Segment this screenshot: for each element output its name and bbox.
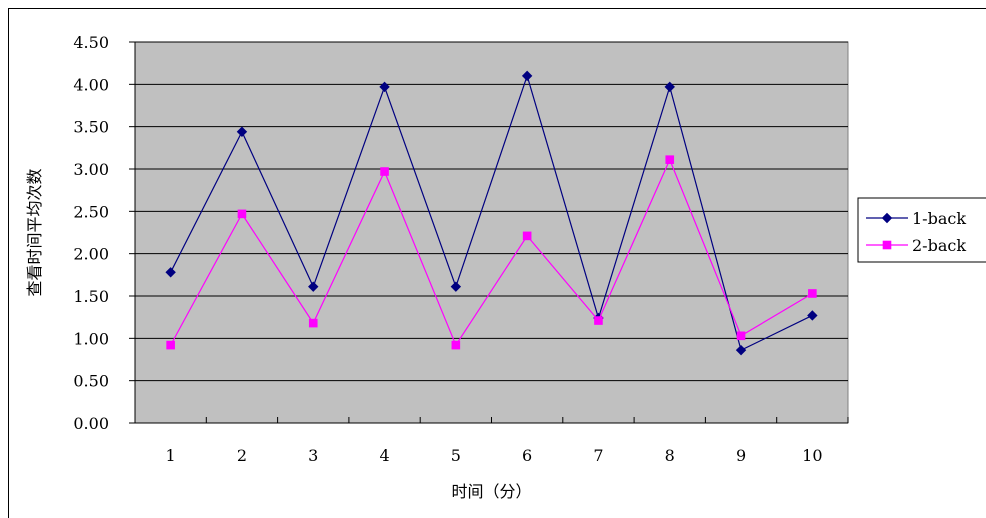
square-marker xyxy=(808,289,817,298)
series-line xyxy=(170,73,813,352)
series-2-back xyxy=(166,155,817,350)
diamond-marker xyxy=(807,310,818,321)
diamond-marker xyxy=(308,281,319,292)
x-axis-title: 时间（分） xyxy=(451,482,531,501)
legend-label: 1-back xyxy=(912,209,966,228)
y-tick-label: 1.50 xyxy=(73,287,109,306)
chart-frame xyxy=(8,8,986,518)
x-tick-label: 7 xyxy=(593,446,603,465)
series-line xyxy=(170,158,813,347)
square-marker xyxy=(736,331,746,341)
y-tick-label: 2.50 xyxy=(73,202,109,221)
legend-box xyxy=(857,197,986,263)
y-tick-label: 0.00 xyxy=(73,414,109,433)
x-axis-ticks: 1 2 3 4 5 6 7 8 9 10 xyxy=(134,417,849,465)
diamond-marker xyxy=(379,81,390,93)
x-tick-label: 10 xyxy=(802,446,822,465)
x-tick-label: 5 xyxy=(451,446,461,465)
x-tick-label: 4 xyxy=(379,446,389,465)
x-tick-label: 6 xyxy=(522,446,532,465)
y-tick-label: 3.00 xyxy=(73,160,109,179)
diamond-marker xyxy=(450,281,462,292)
y-tick-label: 4.00 xyxy=(73,75,109,94)
plot-area xyxy=(134,41,849,424)
diamond-marker xyxy=(236,126,248,137)
y-tick-label: 1.00 xyxy=(73,329,109,348)
y-tick-label: 4.50 xyxy=(73,33,109,52)
square-marker xyxy=(665,155,675,164)
x-tick-label: 3 xyxy=(308,446,318,465)
square-marker xyxy=(522,231,532,241)
square-marker xyxy=(166,340,175,350)
diamond-marker xyxy=(881,212,893,224)
y-tick-label: 0.50 xyxy=(73,372,109,391)
legend: 1-back 2-back xyxy=(857,197,986,263)
diamond-marker xyxy=(165,267,176,278)
diamond-marker xyxy=(735,344,747,356)
x-tick-label: 1 xyxy=(166,446,176,465)
x-tick-label: 8 xyxy=(665,446,675,465)
legend-label: 2-back xyxy=(912,236,966,255)
diamond-marker xyxy=(664,81,675,93)
y-tick-label: 2.00 xyxy=(73,245,109,264)
y-axis-ticks: 0.00 0.50 1.00 1.50 2.00 2.50 3.00 3.50 4.00 4.50 xyxy=(73,33,136,433)
square-marker xyxy=(882,240,892,250)
square-marker xyxy=(594,316,603,325)
x-tick-label: 9 xyxy=(736,446,746,465)
x-tick-label: 2 xyxy=(237,446,247,465)
gridlines xyxy=(135,41,848,382)
square-marker xyxy=(308,318,318,328)
diamond-marker xyxy=(521,70,533,82)
square-marker xyxy=(237,209,247,219)
square-marker xyxy=(380,167,389,176)
square-marker xyxy=(451,340,461,350)
y-axis-title: 查看时间平均次数 xyxy=(25,168,44,296)
y-tick-label: 3.50 xyxy=(73,118,109,137)
series-lines xyxy=(165,70,818,356)
